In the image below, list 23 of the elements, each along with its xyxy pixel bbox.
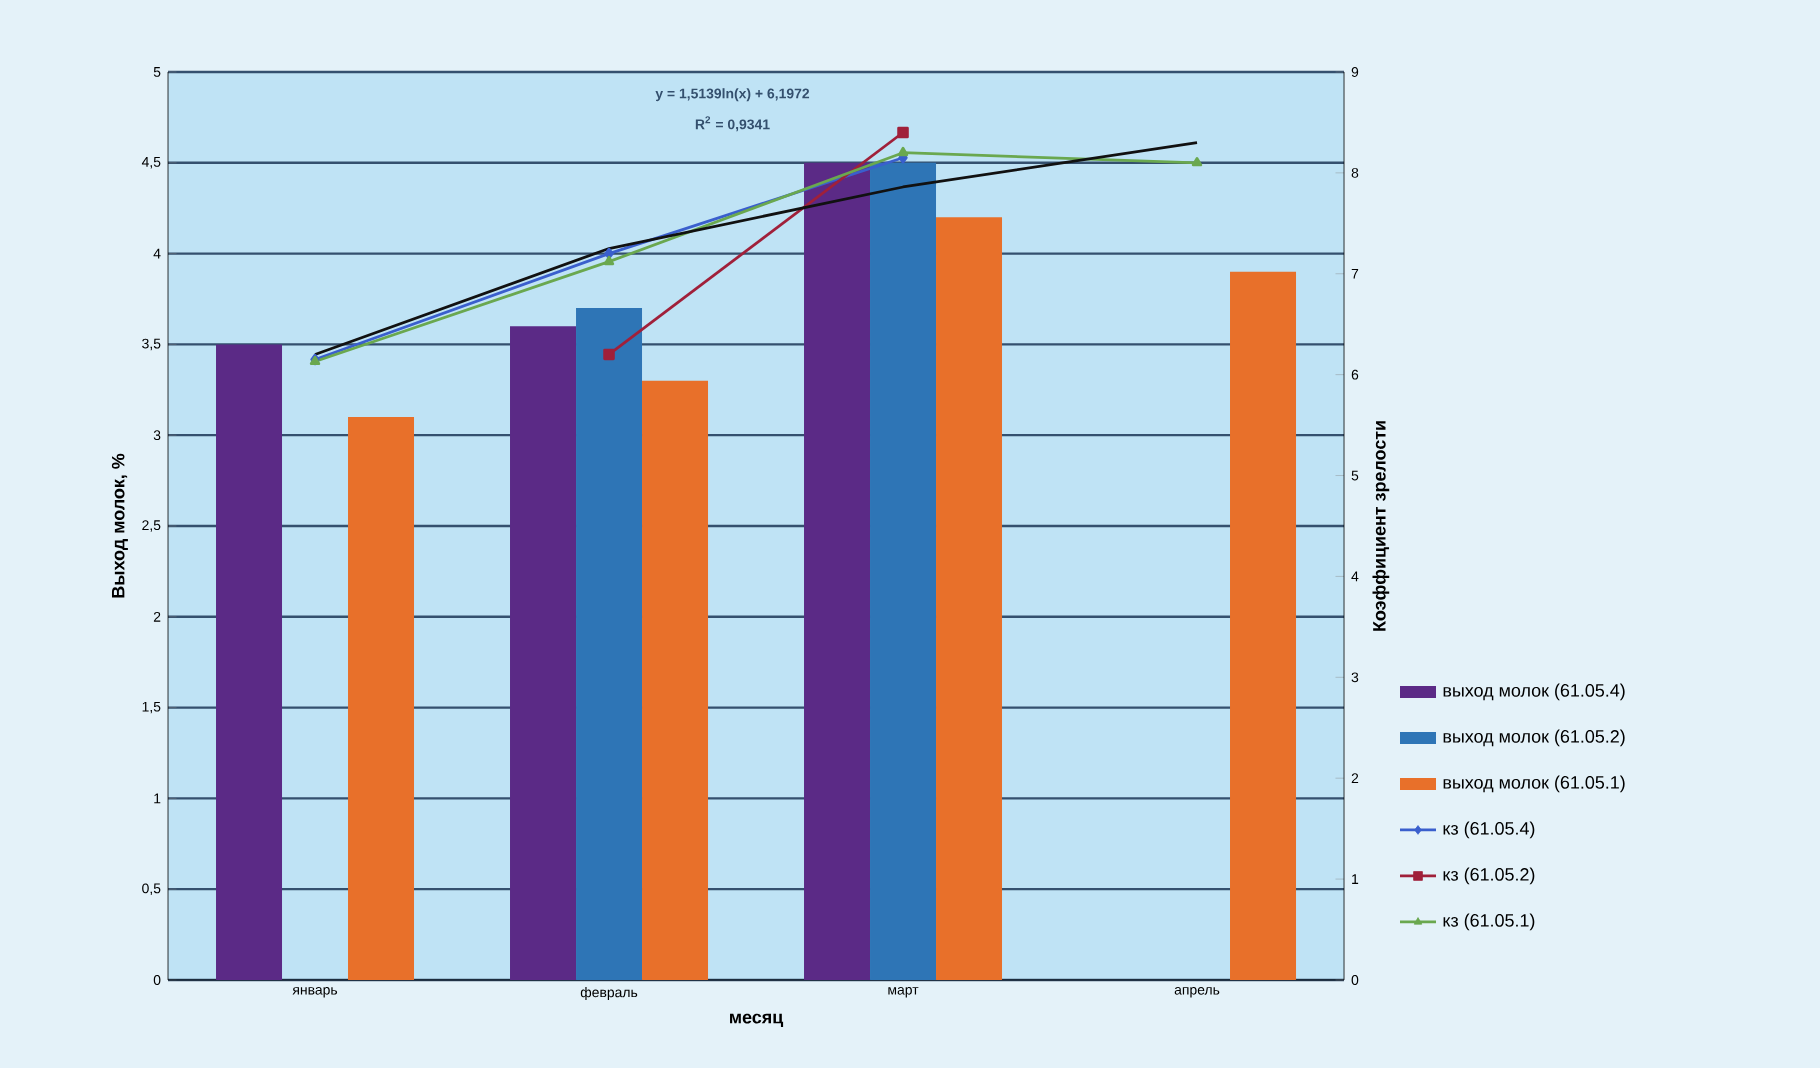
legend-label: кз (61.05.1) <box>1443 913 1535 931</box>
point <box>897 126 909 139</box>
y2-axis-title: Коэффициент зрелости <box>1372 421 1390 631</box>
bar <box>348 417 415 980</box>
point <box>1191 156 1203 167</box>
bar <box>936 217 1003 980</box>
bar <box>642 380 709 980</box>
x-axis-title: месяц <box>730 1013 784 1027</box>
y-axis-title: Выход молок, % <box>111 453 128 598</box>
point <box>603 255 615 266</box>
legend-label: выход молок (61.05.1) <box>1443 775 1625 793</box>
point <box>603 348 615 361</box>
bar <box>510 326 577 980</box>
bar <box>804 162 871 980</box>
bar <box>216 344 283 980</box>
bar <box>1230 271 1297 980</box>
legend-label: выход молок (61.05.2) <box>1443 729 1625 747</box>
bar <box>576 308 643 980</box>
point <box>897 146 909 157</box>
legend-label: кз (61.05.4) <box>1443 821 1535 839</box>
bar <box>870 162 937 980</box>
legend-label: выход молок (61.05.4) <box>1443 683 1625 701</box>
legend-label: кз (61.05.2) <box>1443 867 1535 885</box>
